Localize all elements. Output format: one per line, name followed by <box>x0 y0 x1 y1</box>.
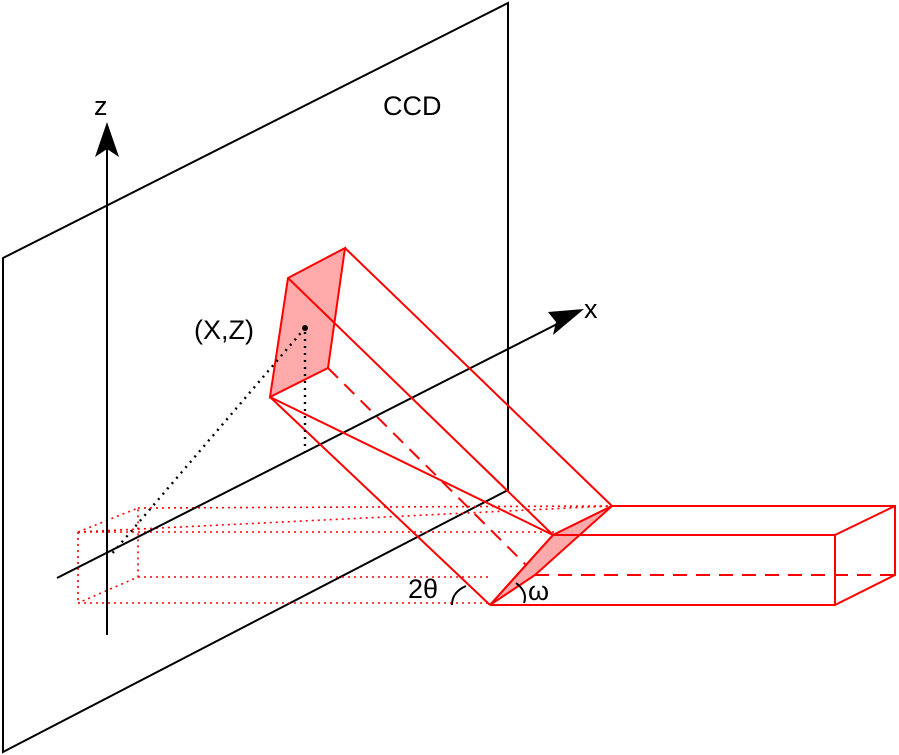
two-theta-arc <box>451 585 467 606</box>
x-axis <box>56 319 566 579</box>
point-marker <box>302 325 308 331</box>
z-axis-arrowhead <box>95 122 119 157</box>
ccd-label: CCD <box>383 91 442 121</box>
omega-label: ω <box>528 576 549 606</box>
z-axis-label: z <box>94 91 108 121</box>
point-label: (X,Z) <box>194 315 254 345</box>
projection-line-to-origin <box>109 327 306 557</box>
two-theta-label: 2θ <box>408 574 438 604</box>
omega-arc <box>515 582 526 604</box>
incident-beam <box>489 505 896 606</box>
x-axis-arrowhead <box>548 309 584 335</box>
beam-projection-box <box>77 505 611 604</box>
diffracted-beam <box>268 246 614 606</box>
x-axis-label: x <box>584 294 598 324</box>
